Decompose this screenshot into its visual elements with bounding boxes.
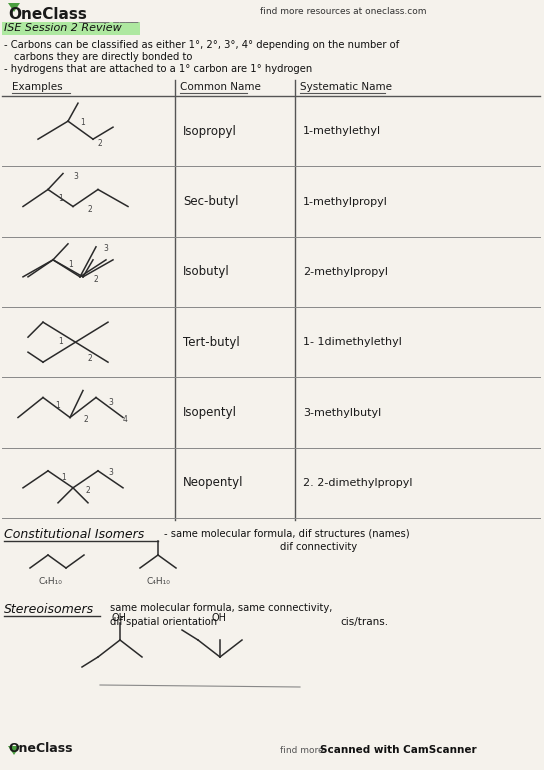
Text: 2: 2 bbox=[85, 486, 90, 495]
Text: 1-methylethyl: 1-methylethyl bbox=[303, 126, 381, 136]
Text: 2: 2 bbox=[83, 414, 88, 424]
Text: 3: 3 bbox=[108, 468, 113, 477]
Text: Systematic Name: Systematic Name bbox=[300, 82, 392, 92]
Text: 2: 2 bbox=[88, 354, 92, 363]
Text: cis/trans.: cis/trans. bbox=[340, 617, 388, 627]
Text: 3: 3 bbox=[103, 244, 108, 253]
Text: 2. 2-dimethylpropyl: 2. 2-dimethylpropyl bbox=[303, 478, 412, 488]
Text: Isobutyl: Isobutyl bbox=[183, 266, 230, 278]
Text: OH: OH bbox=[112, 613, 127, 623]
Text: 1: 1 bbox=[68, 259, 73, 269]
Text: 1: 1 bbox=[80, 118, 85, 127]
Text: C₄H₁₀: C₄H₁₀ bbox=[38, 577, 62, 586]
Text: 1: 1 bbox=[55, 400, 60, 410]
Text: dif connectivity: dif connectivity bbox=[280, 542, 357, 552]
Text: - hydrogens that are attached to a 1° carbon are 1° hydrogen: - hydrogens that are attached to a 1° ca… bbox=[4, 64, 312, 74]
Text: OneClass: OneClass bbox=[8, 7, 87, 22]
Text: find more resources at oneclass.com: find more resources at oneclass.com bbox=[260, 7, 426, 16]
Text: Scanned with CamScanner: Scanned with CamScanner bbox=[320, 745, 477, 755]
Text: 3: 3 bbox=[108, 397, 113, 407]
Text: same molecular formula, same connectivity,: same molecular formula, same connectivit… bbox=[110, 603, 332, 613]
Text: Tert-butyl: Tert-butyl bbox=[183, 336, 240, 349]
Text: Isopentyl: Isopentyl bbox=[183, 406, 237, 419]
Text: carbons they are directly bonded to: carbons they are directly bonded to bbox=[14, 52, 193, 62]
Polygon shape bbox=[8, 746, 20, 755]
Text: Sec-butyl: Sec-butyl bbox=[183, 195, 238, 208]
Text: 1: 1 bbox=[58, 337, 63, 346]
Text: Constitutional Isomers: Constitutional Isomers bbox=[4, 528, 144, 541]
Text: OH: OH bbox=[212, 613, 227, 623]
Text: 2: 2 bbox=[93, 275, 98, 284]
Text: Stereoisomers: Stereoisomers bbox=[4, 603, 94, 616]
Text: 1-methylpropyl: 1-methylpropyl bbox=[303, 196, 388, 206]
Text: 1: 1 bbox=[58, 193, 63, 203]
Text: 2: 2 bbox=[98, 139, 103, 148]
Text: 1- 1dimethylethyl: 1- 1dimethylethyl bbox=[303, 337, 402, 347]
Text: 1: 1 bbox=[61, 473, 66, 482]
Text: 2: 2 bbox=[88, 205, 92, 213]
Text: Examples: Examples bbox=[12, 82, 63, 92]
Text: 2-methylpropyl: 2-methylpropyl bbox=[303, 267, 388, 277]
Text: Isopropyl: Isopropyl bbox=[183, 125, 237, 138]
Text: 3-methylbutyl: 3-methylbutyl bbox=[303, 407, 381, 417]
Text: Neopentyl: Neopentyl bbox=[183, 477, 244, 489]
Text: OneClass: OneClass bbox=[8, 742, 72, 755]
Text: Common Name: Common Name bbox=[180, 82, 261, 92]
Text: 4: 4 bbox=[123, 414, 128, 424]
FancyBboxPatch shape bbox=[2, 22, 140, 35]
Text: find more: find more bbox=[280, 746, 329, 755]
Text: - same molecular formula, dif structures (names): - same molecular formula, dif structures… bbox=[164, 528, 410, 538]
Text: 3: 3 bbox=[73, 172, 78, 180]
Text: ISE Session 2 Review: ISE Session 2 Review bbox=[4, 23, 122, 33]
Polygon shape bbox=[8, 3, 20, 12]
Text: C₄H₁₀: C₄H₁₀ bbox=[146, 577, 170, 586]
Text: - Carbons can be classified as either 1°, 2°, 3°, 4° depending on the number of: - Carbons can be classified as either 1°… bbox=[4, 40, 399, 50]
Text: _____ ____: _____ ____ bbox=[78, 9, 138, 22]
Text: dif spatial orientation: dif spatial orientation bbox=[110, 617, 217, 627]
